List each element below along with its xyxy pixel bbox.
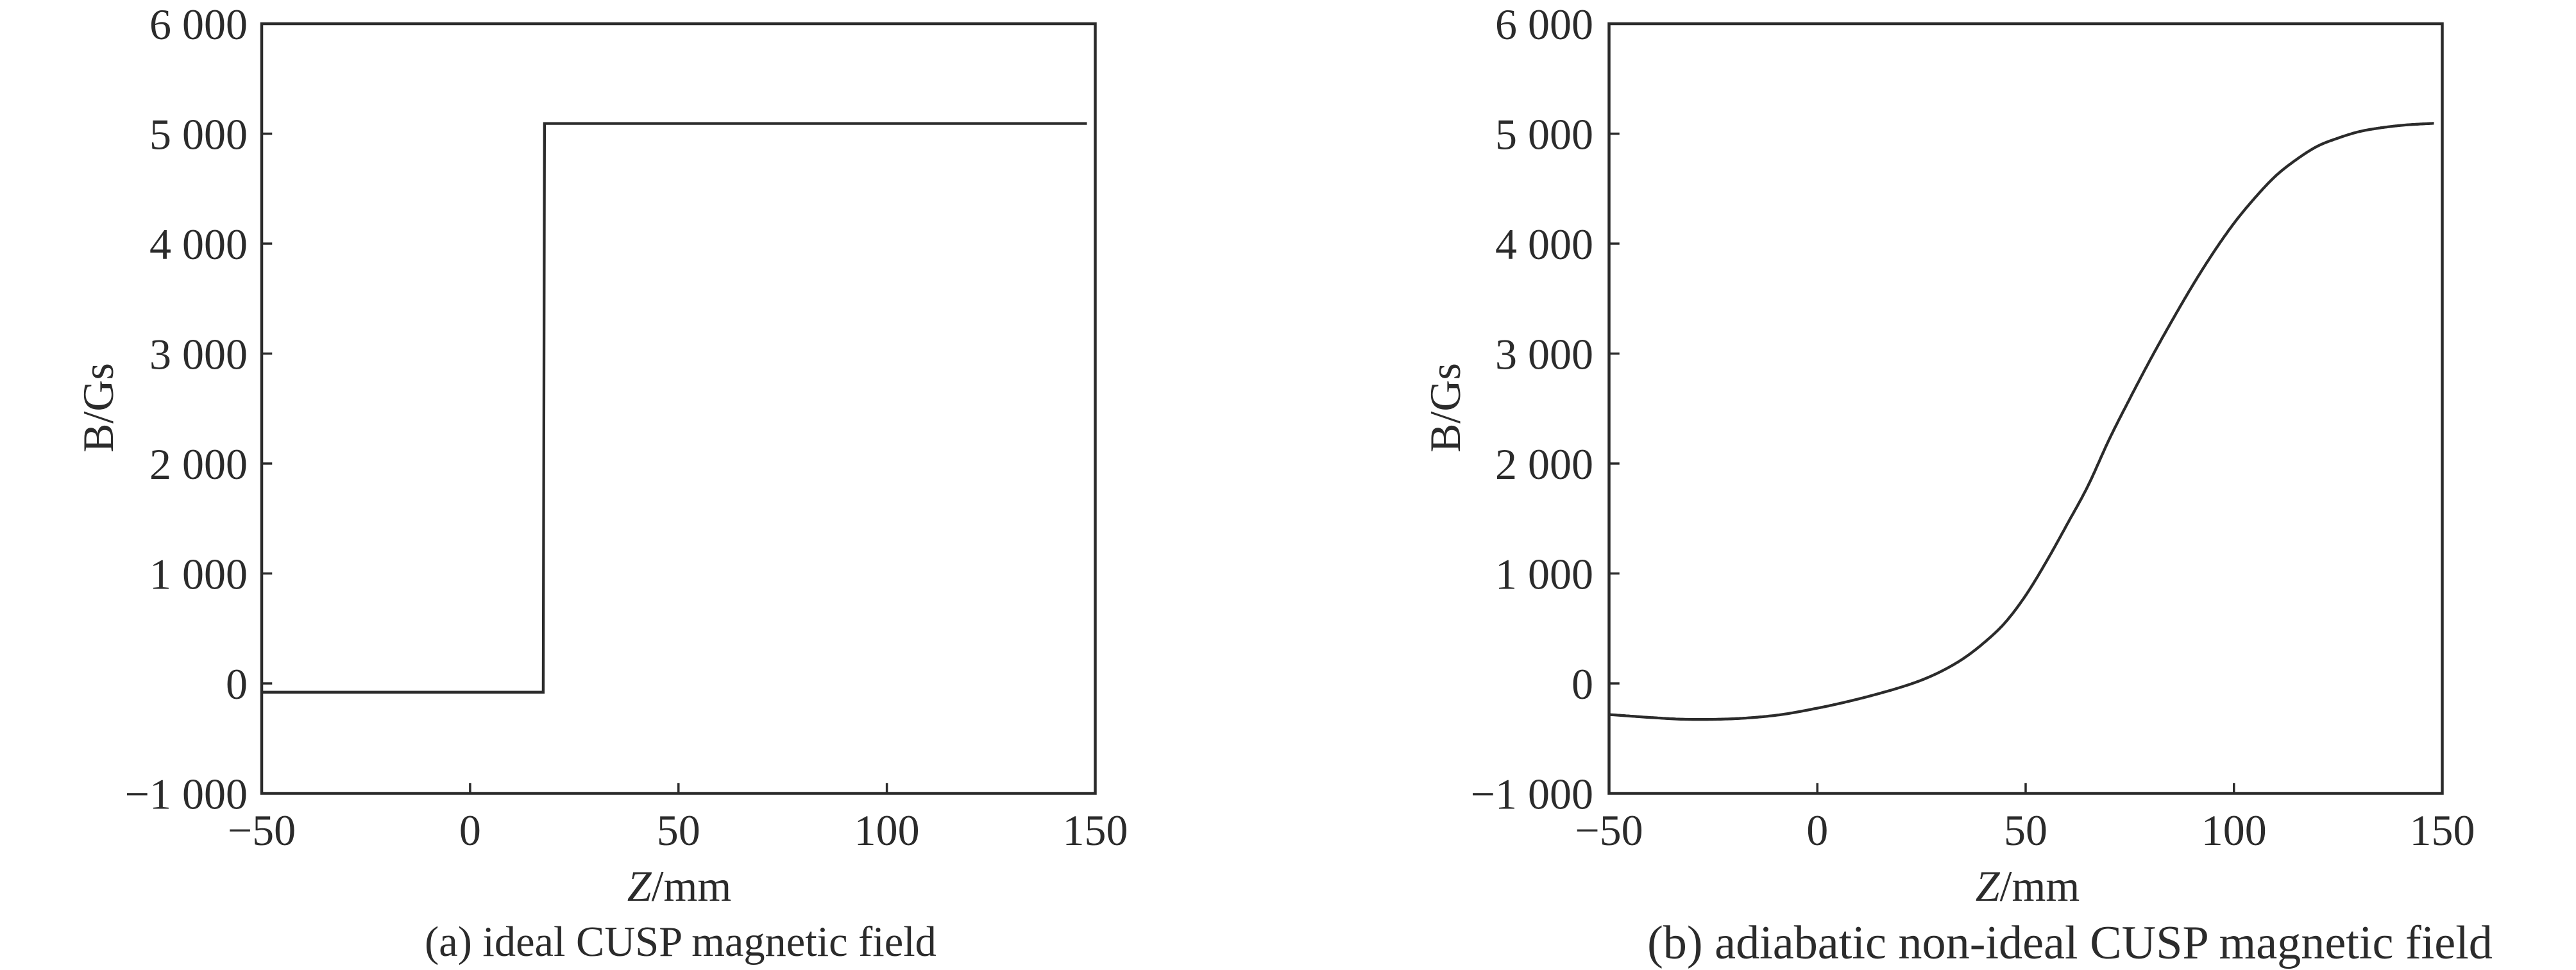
svg-text:2 000: 2 000 (149, 440, 248, 489)
svg-text:50: 50 (2004, 806, 2047, 855)
svg-text:2 000: 2 000 (1495, 440, 1593, 489)
svg-text:−50: −50 (228, 806, 296, 855)
svg-text:150: 150 (1063, 806, 1128, 855)
svg-text:−1 000: −1 000 (1471, 770, 1593, 819)
svg-text:100: 100 (2201, 806, 2267, 855)
svg-text:6 000: 6 000 (1495, 0, 1593, 49)
svg-text:100: 100 (854, 806, 920, 855)
svg-text:−1 000: −1 000 (125, 770, 248, 819)
svg-text:50: 50 (657, 806, 700, 855)
svg-text:(b) adiabatic non-ideal CUSP m: (b) adiabatic non-ideal CUSP magnetic fi… (1647, 917, 2493, 969)
svg-text:B/Gs: B/Gs (1421, 363, 1470, 453)
svg-text:0: 0 (459, 806, 481, 855)
svg-text:1 000: 1 000 (149, 550, 248, 599)
svg-text:B/Gs: B/Gs (74, 363, 123, 453)
svg-text:6 000: 6 000 (149, 0, 248, 49)
svg-text:4 000: 4 000 (1495, 220, 1593, 269)
svg-text:5 000: 5 000 (1495, 110, 1593, 159)
svg-text:3 000: 3 000 (1495, 330, 1593, 379)
svg-text:−50: −50 (1575, 806, 1643, 855)
svg-text:0: 0 (1806, 806, 1828, 855)
svg-text:Z/mm: Z/mm (1976, 862, 2080, 910)
svg-text:4 000: 4 000 (149, 220, 248, 269)
svg-text:150: 150 (2410, 806, 2475, 855)
svg-text:Z/mm: Z/mm (627, 862, 732, 910)
svg-text:(a) ideal CUSP magnetic field: (a) ideal CUSP magnetic field (425, 919, 936, 966)
svg-text:0: 0 (226, 660, 248, 708)
svg-text:5 000: 5 000 (149, 110, 248, 159)
svg-text:3 000: 3 000 (149, 330, 248, 379)
svg-text:0: 0 (1572, 660, 1593, 708)
svg-text:1 000: 1 000 (1495, 550, 1593, 599)
